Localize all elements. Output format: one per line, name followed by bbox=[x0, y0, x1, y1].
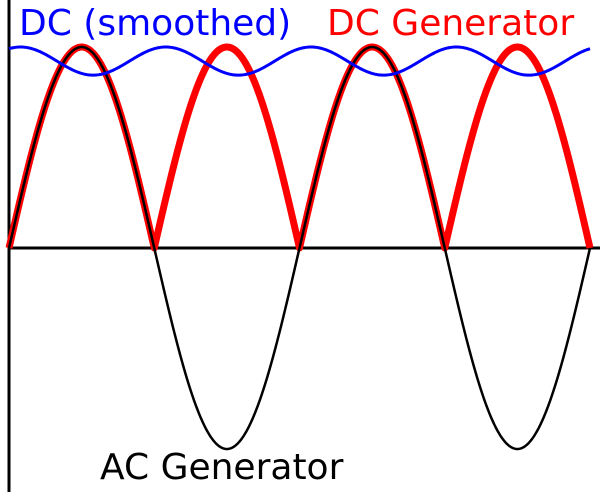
dc-generator-curve bbox=[5, 43, 594, 252]
dc-smoothed-label: DC (smoothed) bbox=[19, 3, 292, 44]
ac-generator-label: AC Generator bbox=[100, 447, 344, 488]
dc-smoothed-curve bbox=[8, 45, 591, 77]
dc-generator-label: DC Generator bbox=[327, 3, 575, 44]
